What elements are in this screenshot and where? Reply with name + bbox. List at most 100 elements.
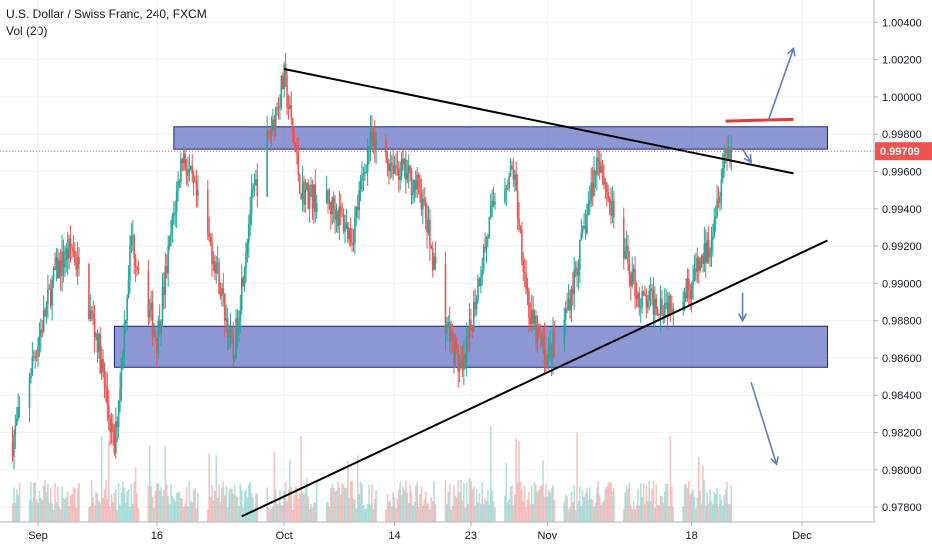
candle-body bbox=[463, 354, 465, 370]
candle-body bbox=[245, 253, 247, 270]
arrow-long-down-head bbox=[770, 456, 779, 466]
candle-body bbox=[546, 355, 549, 366]
price-axis[interactable]: 1.00400 1.00200 1.00000 0.99800 0.99600 0.994… bbox=[873, 0, 932, 550]
candle-body bbox=[240, 277, 243, 311]
candle-body bbox=[385, 140, 387, 158]
volume-bar bbox=[600, 504, 602, 522]
candle-body bbox=[542, 336, 544, 344]
candle-body bbox=[310, 184, 312, 192]
candle-body bbox=[308, 191, 311, 209]
candle-body bbox=[96, 333, 99, 352]
candle-body bbox=[569, 298, 571, 311]
candle-body bbox=[281, 76, 284, 89]
volume-bar bbox=[549, 492, 551, 522]
volume-bar bbox=[702, 465, 704, 522]
candle-body bbox=[129, 245, 131, 281]
volume-bar bbox=[489, 426, 492, 522]
volume-bar bbox=[250, 492, 253, 522]
candle-body bbox=[671, 311, 673, 313]
volume-bar bbox=[45, 492, 48, 522]
candle-body bbox=[61, 251, 63, 276]
volume-bar bbox=[569, 506, 571, 522]
current-price-label: 0.99709 bbox=[880, 146, 920, 158]
volume-bar bbox=[248, 484, 250, 522]
candle-body bbox=[119, 388, 121, 401]
volume-bar bbox=[221, 487, 223, 522]
volume-bar bbox=[661, 495, 663, 522]
volume-bar bbox=[194, 487, 196, 522]
candle-body bbox=[464, 354, 467, 363]
candle-body bbox=[567, 298, 570, 310]
volume-bar bbox=[335, 490, 338, 522]
volume-bar bbox=[656, 504, 659, 522]
volume-bar bbox=[444, 480, 447, 522]
candle-body bbox=[190, 166, 192, 170]
volume-bar bbox=[75, 507, 77, 522]
volume-bar bbox=[296, 487, 298, 522]
volume-bar bbox=[362, 505, 365, 522]
candle-body bbox=[706, 240, 709, 263]
volume-bar bbox=[342, 484, 345, 522]
volume-bar bbox=[332, 487, 335, 522]
volume-bar bbox=[720, 499, 723, 522]
candle-body bbox=[662, 314, 665, 317]
volume-bar bbox=[116, 509, 119, 522]
volume-bar bbox=[567, 508, 570, 522]
candle-body bbox=[238, 321, 240, 336]
candle-body bbox=[491, 200, 493, 207]
volume-bar bbox=[504, 495, 506, 522]
volume-bar bbox=[119, 504, 121, 522]
volume-bar bbox=[330, 488, 332, 522]
candle-body bbox=[14, 425, 17, 436]
volume-bar bbox=[622, 509, 625, 522]
candle-body bbox=[171, 216, 174, 234]
volume-bar bbox=[648, 480, 650, 522]
volume-bar bbox=[402, 486, 404, 522]
volume-bar bbox=[175, 492, 178, 522]
candle-body bbox=[393, 165, 396, 174]
volume-bar bbox=[726, 481, 728, 522]
candle-body bbox=[451, 331, 454, 337]
candle-body bbox=[659, 298, 662, 316]
volume-bar bbox=[42, 485, 45, 522]
arrow-up-breakout-head bbox=[787, 46, 796, 57]
volume-bar bbox=[298, 492, 301, 522]
volume-bar bbox=[283, 491, 285, 522]
candle-body bbox=[628, 263, 631, 276]
candle-body bbox=[124, 320, 127, 324]
volume-bar bbox=[658, 505, 660, 522]
volume-bar bbox=[395, 508, 397, 522]
time-axis[interactable]: Sep 16 Oct 14 23 Nov 18 Dec bbox=[0, 521, 874, 550]
volume-bar bbox=[281, 505, 284, 522]
candle-body bbox=[538, 325, 540, 335]
candle-body bbox=[484, 246, 486, 250]
candle-body bbox=[477, 278, 479, 300]
volume-bar bbox=[339, 494, 342, 522]
volume-bar bbox=[356, 455, 359, 522]
volume-bar bbox=[417, 506, 420, 522]
volume-bar bbox=[448, 483, 451, 522]
volume-bar bbox=[420, 486, 423, 522]
volume-bar bbox=[545, 483, 547, 522]
volume-bar bbox=[454, 495, 457, 522]
candle-body bbox=[361, 175, 363, 181]
candle-body bbox=[178, 180, 181, 183]
volume-bar bbox=[148, 445, 151, 522]
volume-bar bbox=[167, 495, 169, 522]
volume-bar bbox=[492, 501, 495, 522]
candle-body bbox=[444, 263, 447, 335]
volume-bar bbox=[188, 480, 191, 522]
candle-body bbox=[47, 289, 49, 304]
candle-body bbox=[107, 404, 110, 419]
candle-body bbox=[102, 358, 104, 372]
candle-body bbox=[696, 257, 699, 272]
volume-bar bbox=[354, 499, 356, 522]
candle-body bbox=[525, 273, 527, 289]
candle-body bbox=[364, 172, 366, 174]
volume-bar bbox=[608, 482, 611, 522]
volume-bar bbox=[347, 460, 349, 522]
volume-bar bbox=[215, 455, 218, 522]
candle-body bbox=[480, 276, 482, 287]
volume-bar bbox=[426, 503, 428, 522]
